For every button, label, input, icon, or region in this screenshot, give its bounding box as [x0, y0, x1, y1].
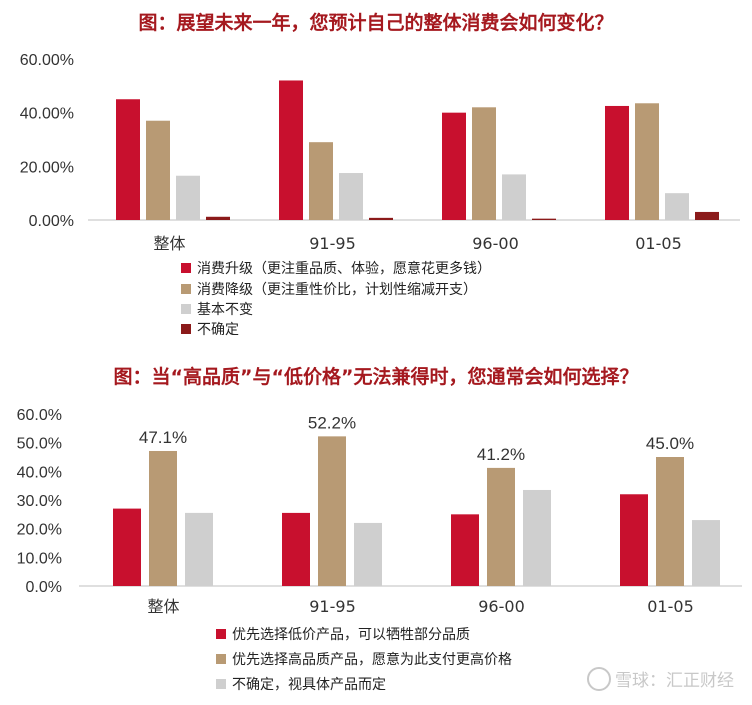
x-category-label: 整体: [147, 597, 179, 616]
legend-swatch: [181, 263, 191, 273]
legend-swatch: [216, 629, 226, 639]
chart1-title: 图：展望未来一年，您预计自己的整体消费会如何变化？: [138, 12, 614, 34]
y-tick-label: 0.0%: [26, 579, 62, 596]
x-category-label: 整体: [153, 234, 185, 253]
legend-swatch: [181, 284, 191, 294]
data-label: 52.2%: [308, 413, 356, 432]
bar: [487, 467, 515, 586]
bar: [309, 142, 333, 220]
bar: [113, 508, 141, 586]
x-category-label: 96-00: [472, 234, 519, 253]
chart2-title: 图：当“高品质”与“低价格”无法兼得时，您通常会如何选择？: [113, 366, 639, 388]
snowball-logo-icon: [587, 667, 611, 691]
bar: [605, 105, 629, 220]
legend-swatch: [216, 654, 226, 664]
y-tick-label: 40.00%: [20, 106, 74, 123]
y-tick-label: 40.0%: [17, 464, 62, 481]
legend-label: 消费升级（更注重品质、体验，愿意花更多钱）: [197, 261, 491, 277]
chart1-legend-item-1: 消费升级（更注重品质、体验，愿意花更多钱）: [181, 258, 491, 278]
bar: [620, 494, 648, 586]
bar: [149, 450, 177, 586]
bar: [146, 120, 170, 220]
chart2-legend-item-1: 优先选择低价产品，可以牺牲部分品质: [216, 624, 470, 644]
x-category-label: 01-05: [635, 234, 682, 253]
bar: [282, 512, 310, 586]
y-tick-label: 60.00%: [20, 52, 74, 69]
watermark-text: 雪球：汇正财经: [615, 671, 734, 691]
legend-label: 优先选择高品质产品，愿意为此支付更高价格: [232, 652, 512, 668]
bar: [354, 522, 382, 586]
y-tick-label: 20.00%: [20, 159, 74, 176]
y-tick-label: 60.0%: [17, 407, 62, 424]
bar: [369, 217, 393, 220]
legend-label: 不确定，视具体产品而定: [232, 677, 386, 693]
chart1-legend-item-4: 不确定: [181, 319, 239, 339]
bar: [442, 112, 466, 220]
legend-label: 消费降级（更注重性价比，计划性缩减开支）: [197, 282, 477, 298]
bar: [279, 80, 303, 220]
data-label: 45.0%: [646, 434, 694, 453]
bar: [523, 489, 551, 586]
chart1-legend-item-2: 消费降级（更注重性价比，计划性缩减开支）: [181, 279, 477, 299]
legend-swatch: [216, 679, 226, 689]
chart2-legend-item-2: 优先选择高品质产品，愿意为此支付更高价格: [216, 649, 512, 669]
bar: [695, 211, 719, 220]
watermark: 雪球：汇正财经: [587, 666, 734, 691]
bar: [656, 457, 684, 586]
y-tick-label: 0.00%: [29, 213, 74, 230]
bar: [176, 175, 200, 220]
bar: [472, 107, 496, 220]
y-tick-label: 50.0%: [17, 436, 62, 453]
chart2-legend-item-3: 不确定，视具体产品而定: [216, 674, 386, 694]
chart1-legend-item-3: 基本不变: [181, 299, 253, 319]
legend-label: 优先选择低价产品，可以牺牲部分品质: [232, 627, 470, 643]
bar: [185, 512, 213, 586]
bar: [451, 514, 479, 586]
y-tick-label: 30.0%: [17, 493, 62, 510]
bar: [635, 103, 659, 220]
x-category-label: 91-95: [309, 234, 356, 253]
bar: [116, 99, 140, 220]
bar: [339, 173, 363, 220]
bar: [665, 193, 689, 220]
legend-label: 不确定: [197, 322, 239, 338]
bar: [692, 520, 720, 586]
legend-swatch: [181, 324, 191, 334]
legend-swatch: [181, 304, 191, 314]
data-label: 41.2%: [477, 445, 525, 464]
data-label: 47.1%: [139, 428, 187, 447]
y-tick-label: 10.0%: [17, 550, 62, 567]
y-tick-label: 20.0%: [17, 522, 62, 539]
x-category-label: 01-05: [647, 597, 694, 616]
bar: [318, 436, 346, 586]
bar: [532, 218, 556, 220]
x-category-label: 96-00: [478, 597, 525, 616]
x-category-label: 91-95: [309, 597, 356, 616]
legend-label: 基本不变: [197, 302, 253, 318]
bar: [502, 174, 526, 220]
chart1-plot: 0.00% 20.00% 40.00% 60.00% 整体 91-95 96-00 01-05: [20, 52, 740, 253]
bar: [206, 216, 230, 220]
